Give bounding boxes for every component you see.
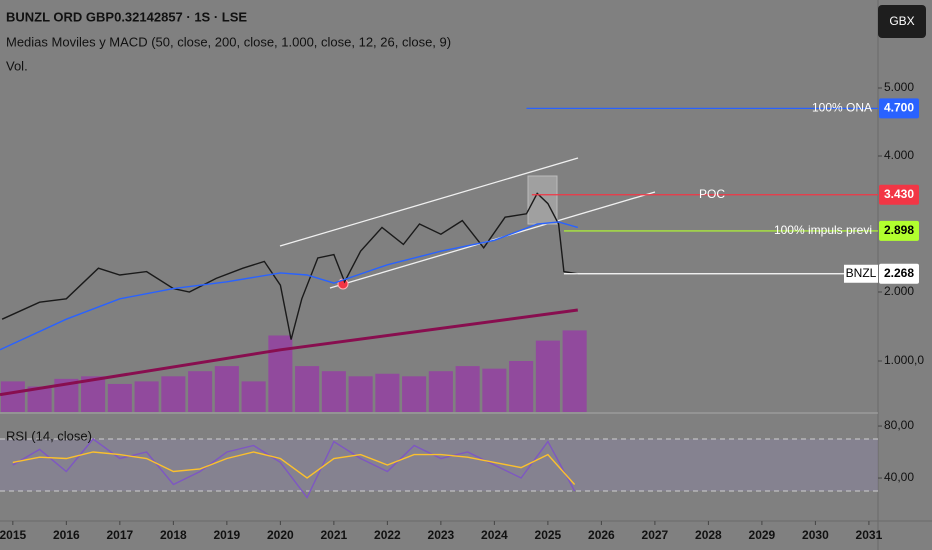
y2-tick-label: 1.000,0 <box>884 353 924 367</box>
y-tick-label: 2.000 <box>884 284 914 298</box>
x-tick-label: 2016 <box>53 528 80 542</box>
volume-bar <box>161 376 186 412</box>
series-line <box>12 438 576 499</box>
x-tick-label: 2030 <box>802 528 829 542</box>
pane-title: RSI (14, close) <box>6 428 92 443</box>
price-tag <box>879 184 919 205</box>
volume-bar <box>107 383 132 412</box>
x-tick-label: 2027 <box>642 528 669 542</box>
price-tag <box>879 98 919 119</box>
x-tick-label: 2022 <box>374 528 401 542</box>
volume-profile-box <box>527 175 558 225</box>
volume-bar <box>188 371 213 412</box>
x-tick-label: 2026 <box>588 528 615 542</box>
x-tick-label: 2020 <box>267 528 294 542</box>
currency-button[interactable] <box>878 5 926 38</box>
indicator-legend: Medias Moviles y MACD (50, close, 200, c… <box>6 34 451 49</box>
volume-bar <box>134 381 159 412</box>
volume-bar <box>402 376 427 412</box>
volume-bar <box>295 366 320 412</box>
volume-bar <box>509 360 534 412</box>
level-label: BNZL <box>846 266 877 280</box>
x-tick-label: 2018 <box>160 528 187 542</box>
x-tick-label: 2017 <box>106 528 133 542</box>
volume-bar <box>455 366 480 412</box>
volume-bar <box>375 373 400 412</box>
x-tick-label: 2024 <box>481 528 508 542</box>
series-line <box>0 221 578 351</box>
x-tick-label: 2028 <box>695 528 722 542</box>
x-tick-label: 2029 <box>749 528 776 542</box>
y-tick-label: 5.000 <box>884 80 914 94</box>
label-box <box>844 264 878 283</box>
symbol-title: BUNZL ORD GBP0.32142857 · 1S · LSE <box>6 9 247 24</box>
y-tick-label: 4.000 <box>884 148 914 162</box>
volume-bar <box>321 371 346 412</box>
volume-bar <box>562 330 587 412</box>
price-tag-label: 3.430 <box>884 187 914 201</box>
price-tag-label: 2.898 <box>884 223 914 237</box>
volume-bar <box>348 376 373 412</box>
series-line <box>1 192 578 340</box>
currency-label[interactable]: GBX <box>889 14 914 28</box>
level-label: POC <box>699 187 725 201</box>
level-label: 100% ONA <box>812 101 872 115</box>
price-tag-label: 2.268 <box>884 266 914 280</box>
series-line <box>12 451 576 485</box>
x-tick-label: 2025 <box>535 528 562 542</box>
x-tick-label: 2023 <box>428 528 455 542</box>
price-tag <box>879 263 919 284</box>
price-tag <box>879 220 919 241</box>
x-tick-label: 2021 <box>321 528 348 542</box>
volume-bar <box>0 381 25 412</box>
x-tick-label: 2019 <box>214 528 241 542</box>
series-line <box>0 308 578 397</box>
y-tick-label: 80,00 <box>884 418 914 432</box>
volume-bar <box>241 381 266 412</box>
rsi-band <box>0 439 878 492</box>
volume-bar <box>428 371 453 412</box>
volume-bar <box>482 368 507 412</box>
volume-bar <box>535 340 560 412</box>
volume-bar <box>214 366 239 412</box>
y-tick-label: 40,00 <box>884 470 914 484</box>
channel-upper <box>279 157 579 247</box>
x-tick-label: 2015 <box>0 528 27 542</box>
price-tag-label: 4.700 <box>884 101 914 115</box>
volume-bar <box>268 335 293 412</box>
volume-legend: Vol. <box>6 58 28 73</box>
x-tick-label: 2031 <box>856 528 883 542</box>
level-label: 100% impuls previ <box>774 223 872 237</box>
